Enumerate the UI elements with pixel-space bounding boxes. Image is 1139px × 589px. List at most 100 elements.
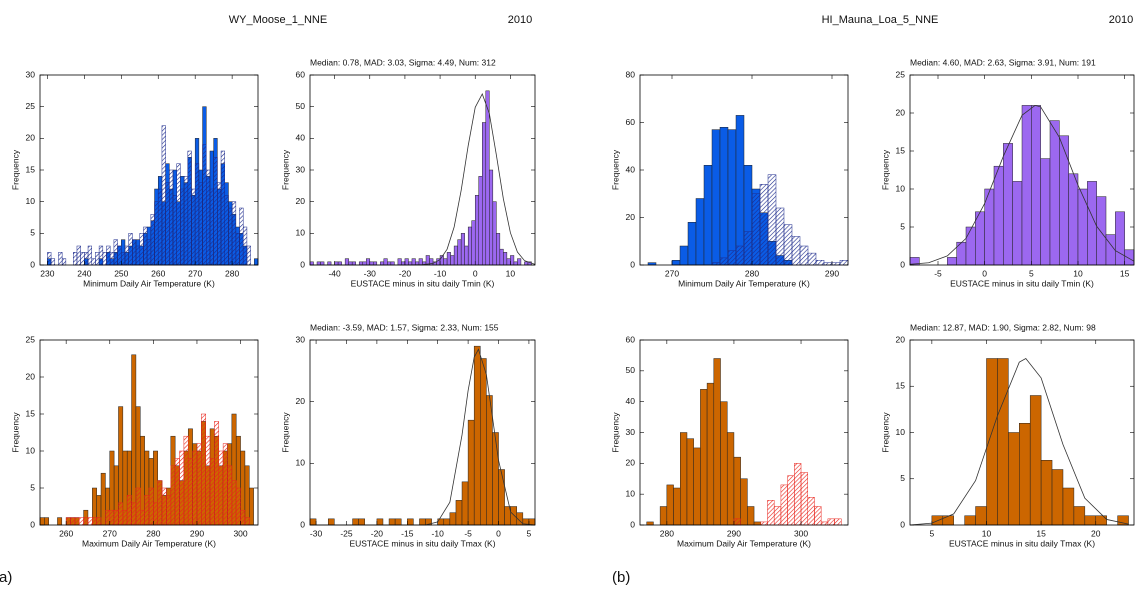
x-axis-label: Maximum Daily Air Temperature (K) [677,538,811,548]
y-tick-label: 40 [296,133,306,143]
bar [91,258,96,266]
bar [1084,515,1097,526]
bar [166,495,172,526]
bar [727,250,737,266]
x-tick-label: -5 [934,268,942,278]
bar [503,252,508,266]
bar [467,419,475,526]
bar [209,458,215,526]
x-tick-label: 300 [794,528,808,538]
y-tick-label: 30 [296,164,306,174]
x-tick-label: -30 [310,528,323,538]
bar [646,521,654,526]
bar [174,458,180,526]
bar [76,245,81,266]
bar [128,233,133,266]
bar [471,220,476,266]
x-tick-label: 10 [982,528,992,538]
x-tick-label: 270 [665,268,679,278]
bar [244,465,250,526]
bar [815,260,825,266]
bar [727,129,737,266]
bar [161,125,166,266]
y-tick-label: 0 [30,519,35,529]
bar [827,518,835,526]
bar [751,193,761,266]
bar [161,487,167,526]
bar [206,169,211,266]
bar [397,258,402,266]
x-tick-label: -15 [401,528,414,538]
bar [807,497,815,526]
x-tick-label: 280 [146,528,160,538]
bar [146,239,152,266]
y-tick-label: 25 [896,69,906,79]
bar [121,252,126,266]
bar [198,182,203,266]
bar [767,500,775,526]
bar [1096,196,1107,266]
bar [449,512,457,526]
bar [679,245,689,266]
y-tick-label: 15 [26,408,36,418]
bar [814,506,822,526]
bar [820,521,829,526]
bar [183,435,189,526]
x-tick-label: 280 [745,268,759,278]
x-tick-label: 0 [982,268,987,278]
bar [144,495,150,526]
bar [931,515,944,526]
bar [671,260,681,266]
bar [179,450,185,526]
bar [98,245,104,266]
bar [153,502,158,526]
y-axis-label: Frequency [10,412,20,453]
bar [482,122,487,266]
bar [139,233,144,266]
y-tick-label: 20 [626,212,636,222]
bar [87,517,93,526]
bar [947,257,957,266]
bar [80,252,85,266]
bar [244,517,250,526]
y-tick-label: 20 [626,458,636,468]
y-tick-label: 0 [300,519,305,529]
bar [726,432,735,526]
chart-subtitle: Median: 12.87, MAD: 1.90, Sigma: 2.82, N… [910,322,1096,332]
bar [58,252,63,266]
y-tick-label: 10 [896,183,906,193]
bar [239,207,244,266]
y-tick-label: 20 [26,133,36,143]
bar [202,144,207,266]
bar [74,517,80,526]
bar [759,184,769,266]
bar [109,252,115,266]
x-tick-label: 5 [1029,268,1034,278]
bar [113,509,119,526]
bar [102,252,107,266]
bar [192,450,198,526]
bar [473,345,481,526]
plot-frame [309,74,536,266]
bar [231,201,237,266]
x-tick-label: 15 [1036,528,1046,538]
bar [460,233,465,266]
x-tick-label: 250 [114,268,128,278]
bar [1051,469,1064,526]
bar [492,201,497,266]
bar [1003,143,1013,266]
x-tick-label: 5 [929,528,934,538]
y-axis-label: Frequency [10,149,20,190]
x-tick-label: 0 [473,268,478,278]
y-tick-label: 5 [900,473,905,483]
bar [213,157,218,266]
bar [44,517,49,526]
bar [170,465,176,526]
y-tick-label: 60 [296,69,306,79]
bar [687,222,697,266]
bar [218,450,224,526]
bar [510,506,518,526]
bar [209,188,214,266]
bar [388,518,396,526]
x-tick-label: -30 [364,268,377,278]
